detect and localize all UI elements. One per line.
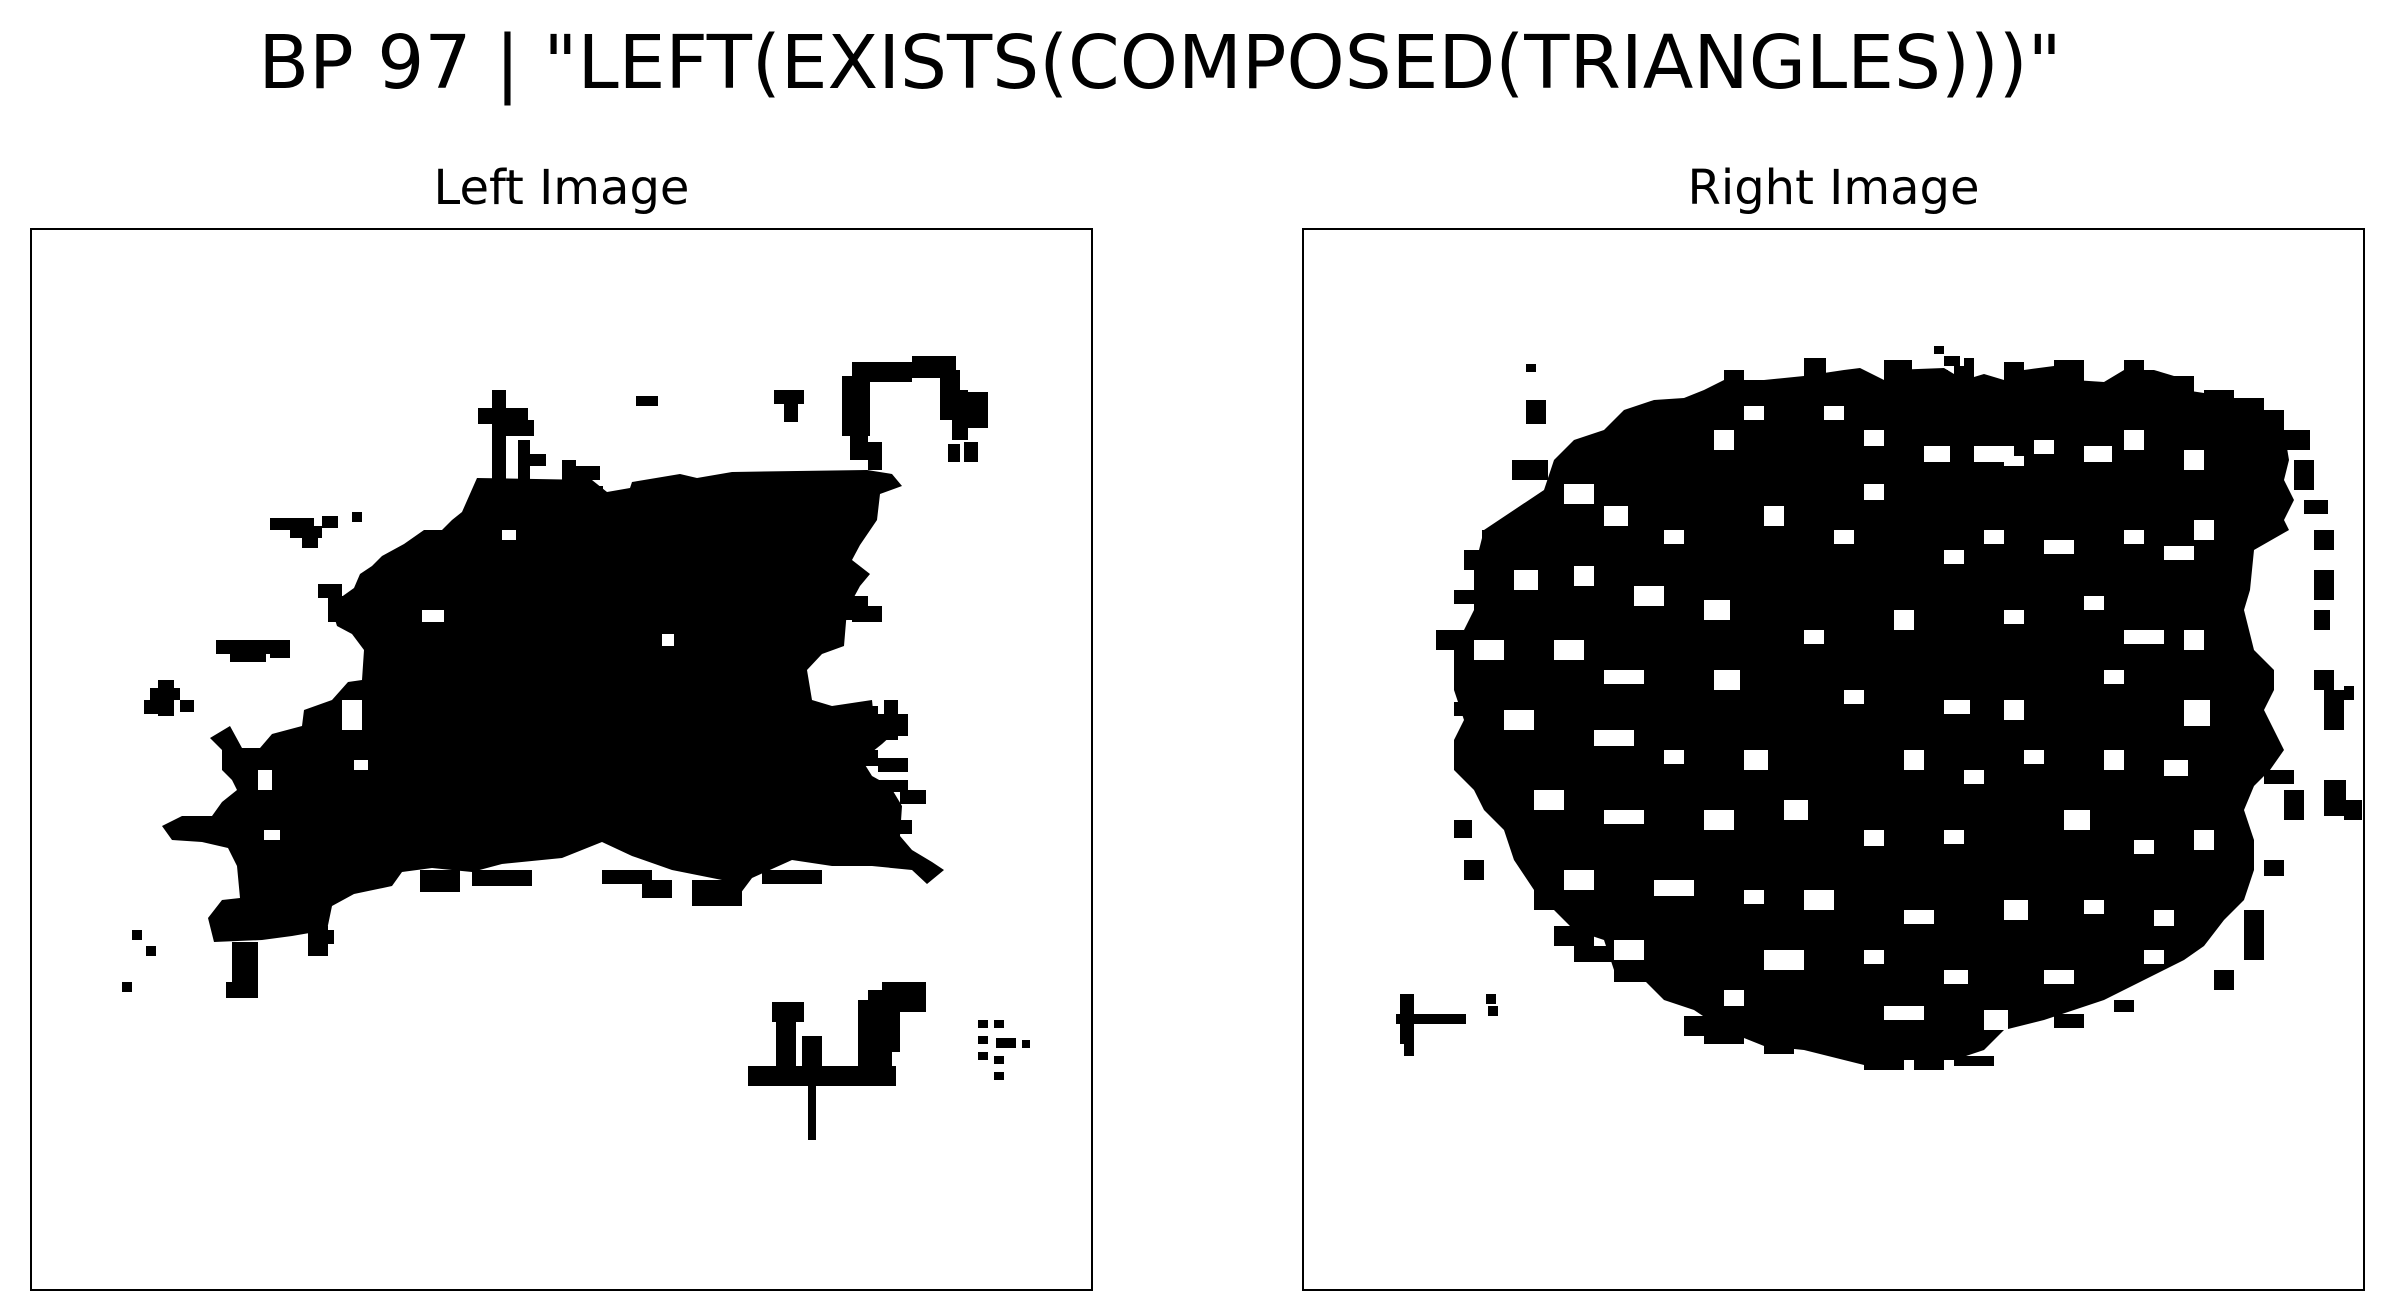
right-image-canvas [1396,346,2362,1070]
right-panel-title: Right Image [1687,160,1980,216]
left-panel-title: Left Image [433,160,690,216]
right-main-blob [1454,366,2294,1070]
right-image-panel [1302,228,2365,1291]
left-image-panel [30,228,1093,1291]
figure-title: BP 97 | "LEFT(EXISTS(COMPOSED(TRIANGLES)… [258,20,2062,106]
left-image-canvas [122,356,1030,1140]
left-main-blob [162,470,944,942]
